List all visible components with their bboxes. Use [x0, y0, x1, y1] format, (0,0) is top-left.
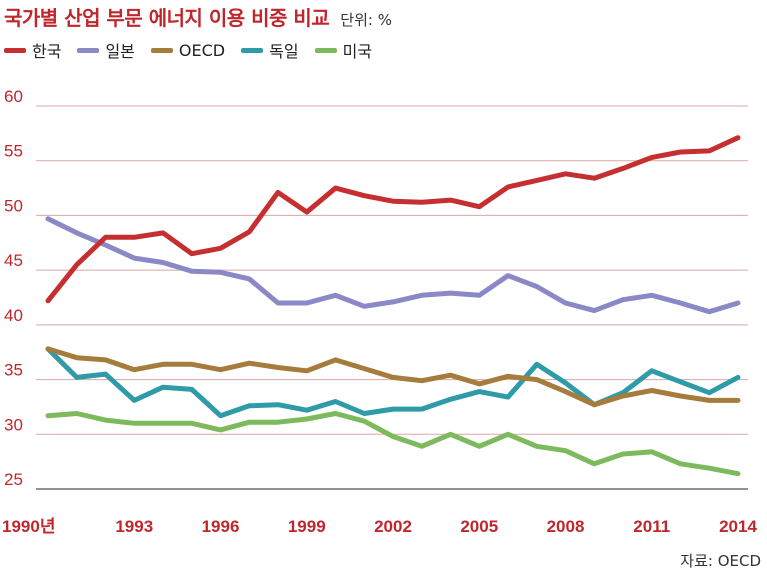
legend-label: 독일: [269, 42, 299, 61]
x-tick-label: 2005: [460, 517, 498, 536]
y-axis-labels: 25 30 35 40 45 50 55 60: [4, 87, 23, 489]
x-tick-label: 2008: [547, 517, 585, 536]
y-tick-label: 55: [4, 142, 23, 161]
legend-swatch: [77, 47, 100, 53]
legend-label: 미국: [342, 42, 373, 61]
y-tick-label: 60: [4, 87, 23, 106]
y-tick-label: 45: [4, 251, 23, 270]
x-tick-label: 2011: [633, 517, 670, 536]
legend: 한국 일본 OECD 독일 미국: [4, 38, 388, 62]
legend-swatch: [4, 47, 26, 53]
source-note: 자료: OECD: [680, 552, 761, 570]
x-tick-label: 2002: [374, 517, 412, 536]
series-line: [45, 346, 741, 408]
y-tick-label: 35: [4, 361, 23, 380]
series-line: [45, 216, 741, 315]
legend-item: OECD: [150, 40, 226, 60]
series-line: [45, 135, 741, 304]
series-line: [45, 346, 741, 419]
legend-item: 한국: [4, 38, 61, 62]
series-line: [45, 411, 741, 477]
x-axis-labels: 1990년 1993 1996 1999 2002 2005 2008 2011 2014: [2, 517, 757, 536]
legend-item: 일본: [77, 38, 135, 62]
legend-item: 미국: [314, 38, 373, 62]
series-lines: [45, 135, 741, 477]
legend-item: 독일: [241, 38, 299, 62]
legend-label: OECD: [178, 40, 226, 60]
x-tick-label: 1999: [288, 517, 326, 536]
legend-swatch: [241, 47, 264, 53]
x-tick-label: 1996: [202, 517, 240, 536]
unit-label: 단위: %: [340, 11, 392, 29]
y-tick-label: 50: [4, 196, 23, 215]
y-tick-label: 25: [4, 470, 23, 489]
legend-swatch: [150, 47, 173, 53]
x-tick-label: 1993: [115, 517, 153, 536]
legend-label: 한국: [32, 42, 62, 61]
chart-title: 국가별 산업 부문 에너지 이용 비중 비교: [4, 6, 330, 30]
title-row: 국가별 산업 부문 에너지 이용 비중 비교 단위: %: [4, 2, 392, 31]
x-tick-label: 2014: [719, 517, 757, 536]
x-tick-label: 1990년: [2, 517, 55, 536]
y-tick-label: 30: [4, 415, 23, 434]
y-tick-label: 40: [4, 306, 23, 325]
legend-swatch: [314, 47, 337, 53]
legend-label: 일본: [105, 42, 135, 61]
